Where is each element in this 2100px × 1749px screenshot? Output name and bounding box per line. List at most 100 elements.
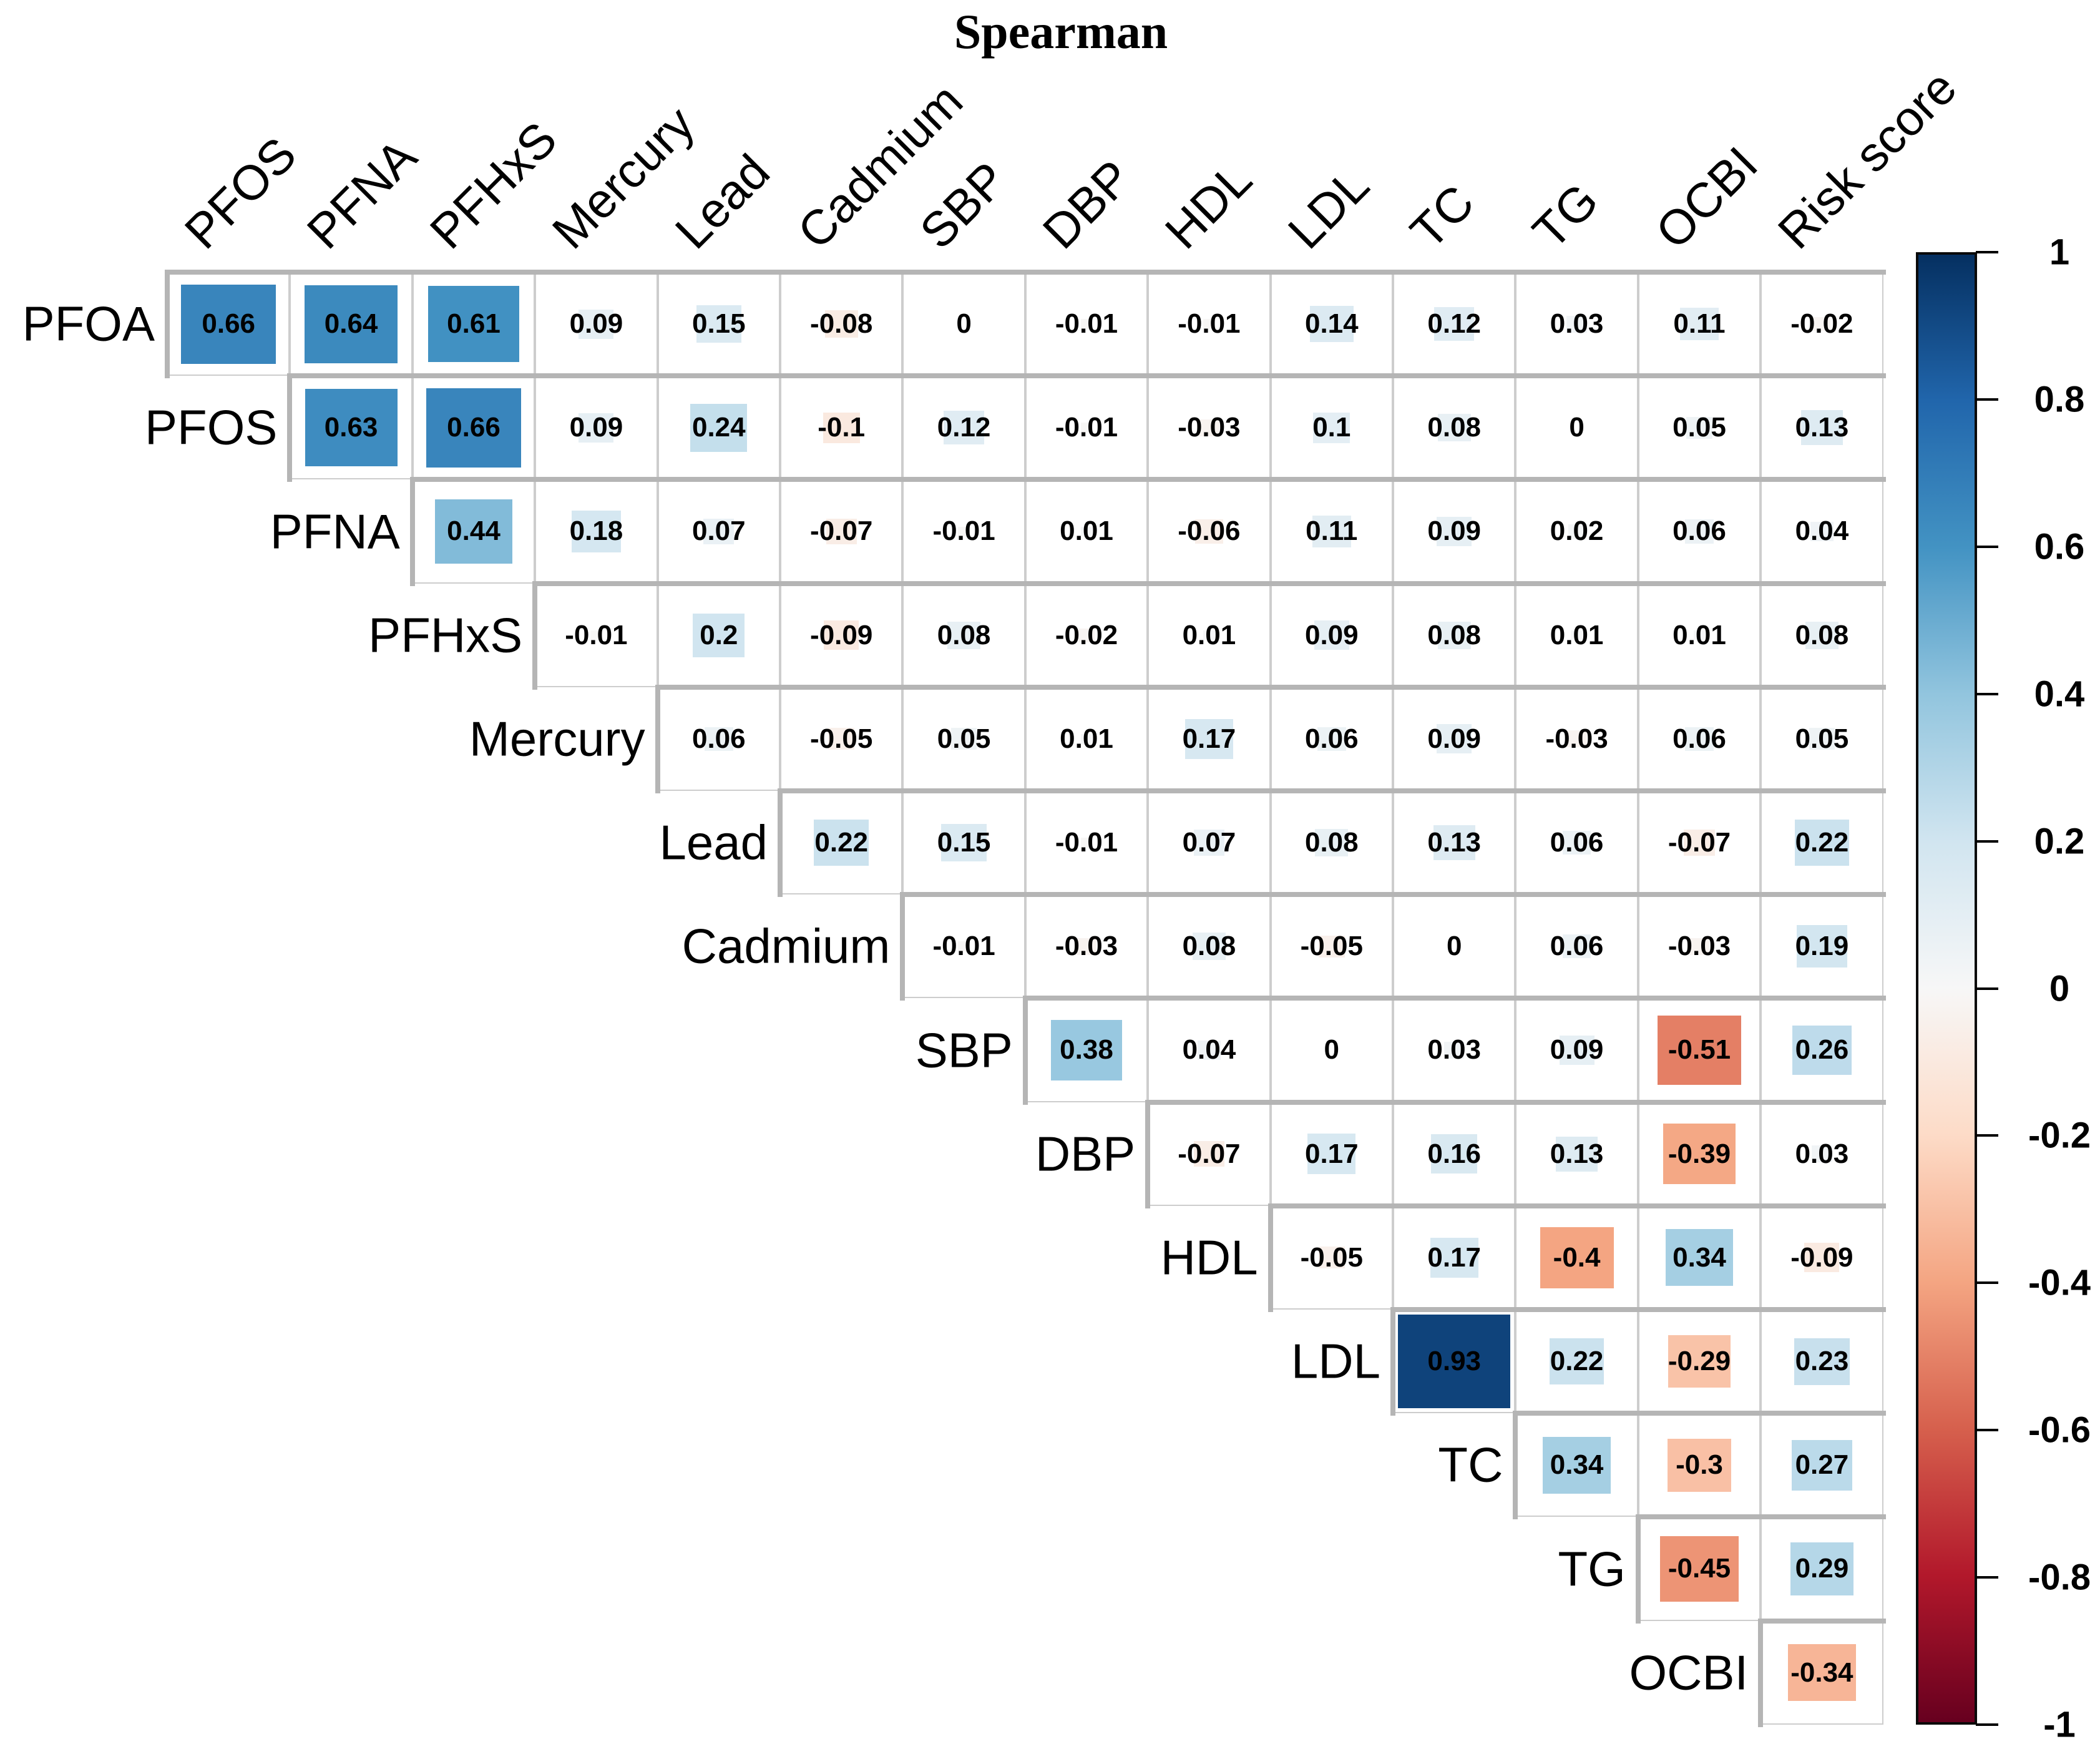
cell-value: 0.13 <box>1550 1138 1604 1169</box>
matrix-cell: 0.26 <box>1761 998 1883 1102</box>
step-line-horizontal <box>655 684 1886 690</box>
value-square <box>1566 315 1587 333</box>
step-line-horizontal <box>1267 1203 1886 1208</box>
colorbar-tick <box>1976 987 1998 990</box>
column-label: TG <box>1522 172 1609 260</box>
value-square <box>1199 419 1219 436</box>
matrix-cell: 0.04 <box>1148 998 1271 1102</box>
value-square <box>1686 416 1712 439</box>
matrix-cell: 0.09 <box>1270 583 1393 687</box>
matrix-cell: -0.03 <box>1148 376 1271 480</box>
cell-value: -0.05 <box>1300 1242 1363 1273</box>
cell-value: -0.39 <box>1668 1138 1731 1169</box>
cell-value: -0.05 <box>1300 931 1363 962</box>
cell-value: 0.08 <box>1427 619 1482 650</box>
step-line-horizontal <box>1145 1099 1886 1105</box>
matrix-cell: 0.15 <box>657 272 780 376</box>
cell-value: 0.15 <box>937 827 991 858</box>
cell-value: 0.17 <box>1304 1138 1359 1169</box>
cell-value: 0.08 <box>1795 619 1849 650</box>
matrix-cell: 0.07 <box>657 479 780 584</box>
colorbar-tick-label: -0.8 <box>2028 1557 2091 1598</box>
value-square <box>1309 305 1354 343</box>
column-label: SBP <box>909 151 1017 260</box>
value-square <box>1809 728 1835 750</box>
matrix-cell: 0.01 <box>1515 583 1638 687</box>
value-square <box>947 621 980 649</box>
value-square <box>693 613 745 657</box>
value-square <box>1543 1436 1611 1494</box>
matrix-cell: -0.01 <box>1025 272 1148 376</box>
value-square <box>1437 724 1472 754</box>
cell-value: 0.66 <box>202 308 256 340</box>
value-square <box>1080 423 1093 433</box>
value-square <box>1805 621 1839 649</box>
value-square <box>1663 1123 1736 1185</box>
cell-value: -0.34 <box>1790 1657 1853 1688</box>
cell-value: 0.05 <box>937 723 991 754</box>
cell-value: 0.06 <box>1673 723 1726 754</box>
step-line-vertical <box>1513 1411 1518 1520</box>
step-line-horizontal <box>409 477 1886 483</box>
cell-value: 0.17 <box>1182 723 1236 754</box>
matrix-cell: 0.44 <box>412 479 535 584</box>
value-square <box>1203 630 1215 640</box>
matrix-cell: 0.93 <box>1393 1310 1516 1414</box>
matrix-cell: 0.19 <box>1761 894 1883 999</box>
row-label: HDL <box>1160 1230 1258 1285</box>
matrix-cell: 0.13 <box>1393 791 1516 895</box>
cell-value: -0.05 <box>810 723 873 754</box>
value-square <box>1568 524 1585 539</box>
cell-value: 0 <box>1569 412 1585 443</box>
cell-value: -0.51 <box>1668 1034 1731 1066</box>
step-line-vertical <box>532 581 538 690</box>
matrix-cell: 0.09 <box>1515 998 1638 1102</box>
matrix-cell: 0.23 <box>1761 1310 1883 1414</box>
value-square <box>1318 1247 1345 1269</box>
cell-value: -0.01 <box>1055 308 1118 340</box>
row-label: PFNA <box>270 504 400 559</box>
cell-value: 0.08 <box>1427 412 1482 443</box>
matrix-cell: 0.08 <box>1270 791 1393 895</box>
cell-value: 0.09 <box>1427 723 1482 754</box>
cell-value: 0.12 <box>937 412 991 443</box>
value-square <box>1194 519 1224 544</box>
value-square <box>1571 630 1583 640</box>
matrix-cell: 0.27 <box>1761 1413 1883 1517</box>
cell-value: 0.63 <box>324 412 378 443</box>
colorbar-tick-label: -0.6 <box>2028 1409 2091 1451</box>
value-square <box>814 820 869 866</box>
matrix-cell: 0.08 <box>902 583 1025 687</box>
value-square <box>1794 1338 1850 1385</box>
matrix-cell: 0.17 <box>1270 1102 1393 1206</box>
matrix-cell: -0.06 <box>1148 479 1271 584</box>
matrix-cell: 0.66 <box>412 376 535 480</box>
cell-value: -0.01 <box>1055 827 1118 858</box>
step-line-vertical <box>165 270 170 379</box>
cell-value: 0.06 <box>1304 723 1359 754</box>
colorbar-tick-label: -0.4 <box>2028 1262 2091 1303</box>
value-square <box>1810 521 1834 542</box>
value-square <box>1430 1237 1478 1278</box>
cell-value: 0.11 <box>1306 516 1358 547</box>
colorbar-tick <box>1976 1723 1998 1726</box>
matrix-cell: -0.03 <box>1025 894 1148 999</box>
matrix-cell: -0.29 <box>1638 1310 1761 1414</box>
row-label: TG <box>1558 1541 1626 1596</box>
colorbar-tick <box>1976 1429 1998 1432</box>
value-square <box>1566 730 1587 748</box>
step-line-vertical <box>1145 1099 1151 1208</box>
value-square <box>823 412 860 443</box>
matrix-cell: -0.09 <box>780 583 903 687</box>
cell-value: 0.01 <box>1182 619 1236 650</box>
value-square <box>1804 1243 1840 1273</box>
cell-value: 0.1 <box>1312 412 1351 443</box>
matrix-cell: -0.34 <box>1761 1620 1883 1725</box>
value-square <box>696 305 741 343</box>
matrix-cell: -0.02 <box>1025 583 1148 687</box>
colorbar-tick <box>1976 1576 1998 1579</box>
row-label: SBP <box>915 1022 1013 1077</box>
value-square <box>435 499 512 564</box>
value-square <box>1658 1015 1741 1085</box>
matrix-cell: 0.06 <box>1638 479 1761 584</box>
